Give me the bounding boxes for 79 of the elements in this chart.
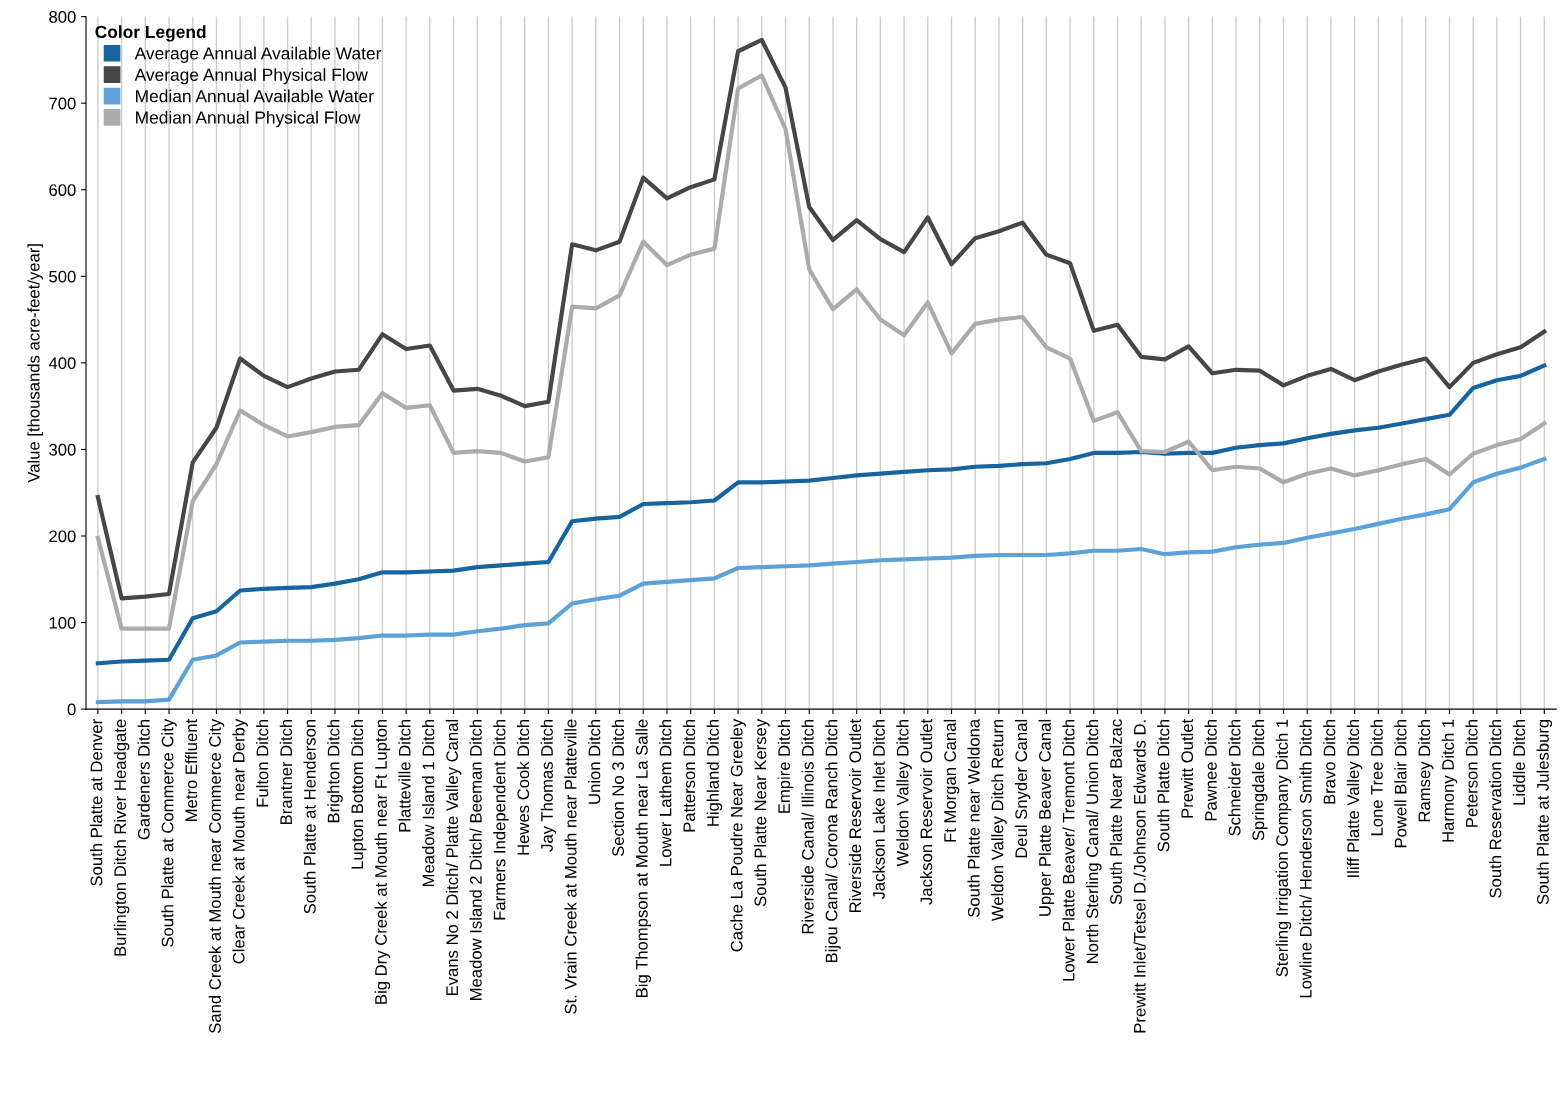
x-tick-label: Prewitt Inlet/Tetsel D./Johnson Edwards D. bbox=[1133, 720, 1146, 1033]
x-tick-label: Gardeners Ditch bbox=[137, 719, 150, 840]
x-tick-label: Weldon Valley Ditch Return bbox=[991, 719, 1007, 922]
x-tick-label: Clear Creek at Mouth near Derby bbox=[232, 718, 248, 964]
x-tick-label: Hewes Cook Ditch bbox=[516, 719, 530, 855]
x-tick-label: Union Ditch bbox=[588, 719, 601, 804]
x-tick-label: Pawnee Ditch bbox=[1204, 719, 1217, 821]
x-tick-label: Prewitt Outlet bbox=[1180, 718, 1194, 818]
x-tick-label: Lupton Bottom Ditch bbox=[350, 719, 367, 869]
x-tick-label: South Platte Near Balzac bbox=[1109, 719, 1122, 905]
x-tick-label: Farmers Independent Ditch bbox=[493, 719, 509, 920]
x-tick-label: Lower Lathem Ditch bbox=[659, 719, 672, 866]
y-tick-label: 800 bbox=[49, 11, 76, 23]
x-tick-label: Big Thompson at Mouth near La Salle bbox=[635, 719, 652, 997]
legend-label: Median Annual Available Water bbox=[136, 89, 374, 103]
y-tick-label: 200 bbox=[49, 530, 76, 543]
x-tick-label: Ramsey Ditch bbox=[1417, 719, 1434, 822]
x-tick-label: Cache La Poudre Near Greeley bbox=[730, 718, 746, 952]
x-tick-label: Patterson Ditch bbox=[682, 719, 696, 832]
legend-label: Median Annual Physical Flow bbox=[136, 110, 361, 128]
x-tick-label: Metro Effluent bbox=[184, 718, 198, 821]
y-tick-label: 100 bbox=[49, 616, 76, 629]
x-tick-label: Springdale Ditch bbox=[1252, 719, 1268, 841]
x-tick-label: Iliff Platte Valley Ditch bbox=[1346, 719, 1363, 877]
x-tick-label: St. Vrain Creek at Mouth near Platteville bbox=[564, 719, 577, 1014]
x-tick-label: Liddle Ditch bbox=[1512, 719, 1526, 805]
y-tick-label: 600 bbox=[49, 184, 76, 196]
x-tick-label: Riverside Canal/ Illinois Ditch bbox=[801, 719, 814, 934]
legend-title: Color Legend bbox=[95, 25, 206, 42]
x-tick-label: Brantner Ditch bbox=[279, 719, 293, 824]
x-tick-label: Jackson Reservoir Outlet bbox=[920, 718, 933, 905]
x-tick-label: Meadow Island 1 Ditch bbox=[422, 719, 435, 887]
x-tick-label: Bijou Canal/ Corona Ranch Ditch bbox=[825, 719, 841, 963]
x-tick-label: Section No 3 Ditch bbox=[611, 719, 625, 857]
x-tick-label: Lone Tree Ditch bbox=[1370, 719, 1383, 836]
x-tick-label: South Platte Near Kersey bbox=[754, 718, 770, 907]
x-tick-label: Harmony Ditch 1 bbox=[1441, 719, 1458, 842]
x-tick-label: Peterson Ditch bbox=[1465, 719, 1478, 827]
x-tick-label: Empire Ditch bbox=[777, 719, 794, 813]
x-tick-label: Riverside Reservoir Outlet bbox=[848, 718, 862, 912]
x-tick-label: Powell Blair Ditch bbox=[1394, 719, 1407, 848]
x-tick-label: Bravo Ditch bbox=[1323, 719, 1336, 804]
x-tick-label: Schneider Ditch bbox=[1228, 719, 1241, 836]
y-tick-label: 700 bbox=[49, 97, 76, 110]
x-tick-label: South Platte at Commerce City bbox=[161, 718, 177, 947]
x-tick-label: Deul Snyder Canal bbox=[1014, 719, 1031, 858]
x-tick-label: Fulton Ditch bbox=[256, 719, 269, 807]
x-tick-label: Ft Morgan Canal bbox=[943, 719, 960, 842]
legend-label: Average Annual Available Water bbox=[134, 46, 382, 63]
x-tick-label: South Platte Ditch bbox=[1157, 719, 1170, 852]
x-tick-label: Jay Thomas Ditch bbox=[540, 719, 557, 852]
x-tick-label: Upper Platte Beaver Canal bbox=[1038, 719, 1055, 916]
x-tick-label: Big Dry Creek at Mouth near Ft Lupton bbox=[374, 719, 391, 1004]
x-tick-label: Meadow Island 2 Ditch/ Beeman Ditch bbox=[469, 719, 482, 1000]
y-tick-label: 300 bbox=[49, 443, 76, 456]
x-tick-label: South Platte near Weldona bbox=[967, 718, 980, 917]
x-tick-label: Evans No 2 Ditch/ Platte Valley Canal bbox=[445, 719, 462, 996]
x-tick-label: South Platte at Julesburg bbox=[1536, 719, 1553, 905]
x-tick-label: North Sterling Canal/ Union Ditch bbox=[1086, 719, 1102, 963]
x-tick-label: Sterling Irrigation Company Ditch 1 bbox=[1275, 719, 1292, 977]
x-tick-label: Platteville Ditch bbox=[398, 719, 411, 832]
x-tick-label: Weldon Valley Ditch bbox=[896, 719, 912, 867]
x-tick-label: South Reservation Ditch bbox=[1489, 719, 1502, 898]
x-tick-label: Lower Platte Beaver/ Tremont Ditch bbox=[1062, 719, 1075, 981]
y-tick-label: 400 bbox=[48, 357, 76, 370]
x-tick-label: Burlington Ditch River Headgate bbox=[113, 719, 130, 956]
line-series bbox=[95, 363, 1547, 666]
x-tick-label: South Platte at Denver bbox=[90, 719, 103, 886]
y-tick-label: 500 bbox=[49, 270, 76, 283]
y-tick-label: 0 bbox=[67, 703, 76, 716]
legend-label: Average Annual Physical Flow bbox=[134, 68, 368, 85]
line-series bbox=[95, 456, 1547, 705]
y-axis-title: Value [thousands acre-feet/year] bbox=[27, 244, 43, 483]
x-tick-label: Sand Creek at Mouth near Commerce City bbox=[208, 718, 225, 1034]
x-tick-label: Highland Ditch bbox=[706, 719, 723, 826]
x-tick-label: South Platte at Henderson bbox=[303, 719, 316, 914]
x-tick-label: Jackson Lake Inlet Ditch bbox=[872, 719, 885, 900]
x-tick-label: Lowline Ditch/ Henderson Smith Ditch bbox=[1299, 719, 1312, 998]
x-tick-label: Brighton Ditch bbox=[327, 719, 343, 823]
